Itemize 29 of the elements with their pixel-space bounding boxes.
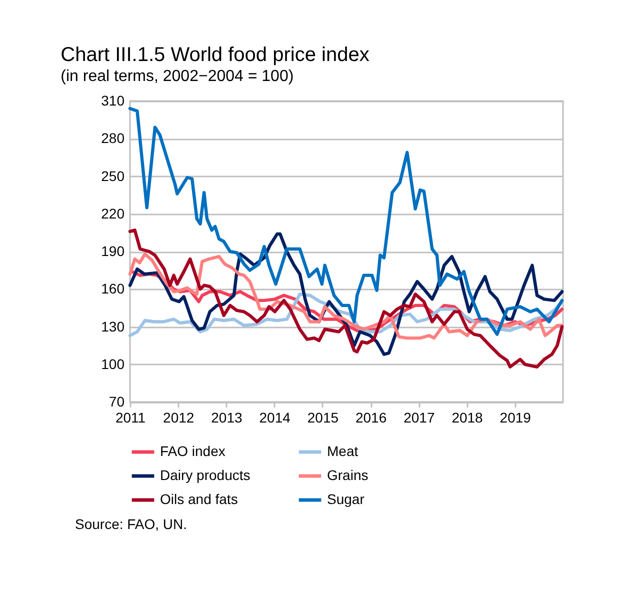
x-tick-label: 2018 — [452, 410, 484, 426]
x-tick-label: 2014 — [259, 410, 291, 426]
y-tick-label: 190 — [101, 243, 125, 259]
x-tick-label: 2019 — [500, 410, 532, 426]
line-series — [128, 106, 564, 336]
x-tick-label: 2016 — [355, 410, 387, 426]
line-series — [128, 252, 564, 340]
legend-label: Dairy products — [160, 467, 250, 483]
legend-label: Meat — [327, 443, 358, 459]
legend-label: Sugar — [327, 491, 365, 507]
y-tick-label: 130 — [101, 318, 125, 334]
x-tick-label: 2013 — [211, 410, 243, 426]
legend-label: Oils and fats — [160, 491, 238, 507]
x-tick-label: 2011 — [115, 410, 146, 426]
y-tick-label: 280 — [101, 130, 125, 146]
chart-subtitle: (in real terms, 2002−2004 = 100) — [60, 68, 294, 85]
y-tick-label: 100 — [101, 356, 125, 372]
chart-title: Chart III.1.5 World food price index — [60, 44, 370, 66]
legend-label: FAO index — [160, 443, 226, 459]
y-tick-label: 160 — [101, 280, 125, 297]
y-tick-label: 310 — [101, 92, 125, 108]
y-tick-label: 250 — [101, 168, 125, 184]
source-note: Source: FAO, UN. — [75, 516, 188, 532]
x-tick-label: 2017 — [404, 410, 435, 426]
y-tick-label: 70 — [108, 394, 125, 410]
x-tick-label: 2015 — [307, 410, 339, 426]
legend-label: Grains — [327, 467, 368, 483]
x-tick-label: 2012 — [163, 410, 194, 426]
y-tick-label: 220 — [101, 205, 125, 222]
